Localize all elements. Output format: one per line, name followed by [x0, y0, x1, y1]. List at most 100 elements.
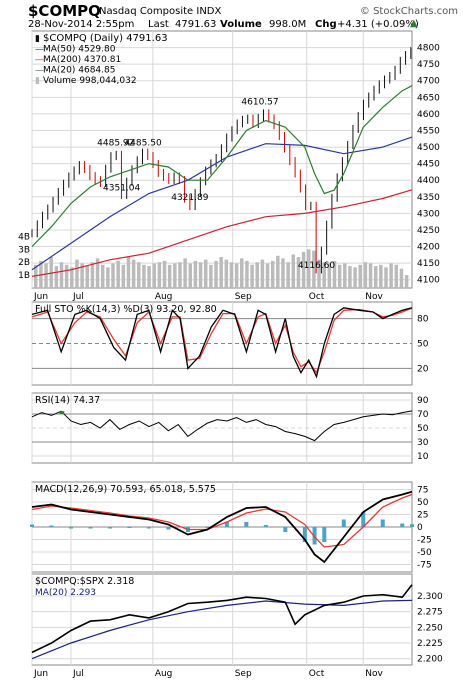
price-legend-label: Volume 998,044,032 — [43, 76, 137, 86]
price-annotation: 4116.60 — [298, 261, 335, 271]
volume-bar — [384, 267, 388, 288]
price-legend-label: MA(20) 4684.85 — [43, 66, 115, 76]
macd-signal-line — [31, 493, 413, 548]
macd-histogram-bar — [312, 527, 317, 545]
ratio-y-tick-label: 2.225 — [417, 639, 443, 649]
header-volume-label: Volume — [220, 19, 262, 30]
volume-bar — [198, 262, 203, 288]
macd-histogram-bar — [322, 527, 327, 542]
macd-histogram-bar — [341, 519, 346, 527]
volume-bar — [301, 251, 306, 288]
price-annotation: 4321.89 — [171, 193, 208, 203]
watermark: © StockCharts.com — [359, 6, 458, 17]
volume-bar — [178, 262, 182, 288]
macd-histogram-bar — [244, 522, 249, 527]
volume-bar — [106, 267, 110, 288]
ma20-line — [31, 85, 413, 247]
volume-bar — [224, 259, 229, 288]
macd-title: MACD(12,26,9) 70.593, 65.018, 5.575 — [35, 484, 216, 495]
volume-bar — [348, 266, 352, 288]
macd-histogram-bar — [166, 527, 171, 530]
volume-bar — [317, 259, 321, 288]
macd-tick-label: 50 — [417, 498, 429, 508]
volume-bar — [389, 263, 393, 288]
volume-bar — [157, 262, 162, 288]
header-name: Nasdaq Composite INDX — [99, 6, 222, 17]
volume-bar — [126, 257, 131, 288]
month-label: Jun — [33, 292, 48, 302]
macd-histogram-bar — [30, 524, 34, 527]
price-y-tick-label: 4650 — [417, 93, 440, 103]
volume-bar — [373, 266, 378, 288]
macd-histogram-bar — [263, 525, 268, 527]
month-label: Nov — [365, 669, 383, 679]
volume-bar — [343, 263, 347, 288]
macd-histogram-bar — [146, 527, 151, 529]
month-label: Jul — [72, 292, 84, 302]
sto-tick-label: 50 — [417, 340, 429, 350]
volume-bar — [142, 264, 146, 288]
ratio-y-tick-label: 2.275 — [417, 608, 443, 618]
volume-bar — [100, 264, 105, 288]
volume-bar — [394, 264, 399, 288]
volume-bar — [322, 262, 326, 288]
price-annotation: 4485.50 — [124, 139, 161, 149]
price-annotation: 4610.57 — [241, 97, 278, 107]
volume-bar — [85, 266, 90, 288]
header-volume-value: 998.0M — [269, 19, 307, 30]
price-y-tick-label: 4750 — [417, 60, 440, 70]
volume-bar — [327, 263, 332, 288]
volume-bar — [75, 259, 79, 288]
header-last-value: 4791.63 — [175, 19, 217, 30]
month-label: Oct — [309, 669, 325, 679]
header-chg-value: +4.31 (+0.09%) — [337, 19, 419, 30]
price-y-tick-label: 4250 — [417, 226, 440, 236]
volume-bar — [70, 267, 74, 288]
volume-bar — [291, 254, 296, 288]
volume-bar — [209, 264, 213, 288]
price-y-tick-label: 4550 — [417, 126, 440, 136]
volume-bar — [332, 260, 337, 288]
sto-d-line — [31, 307, 413, 374]
rsi-overbought-fill — [59, 411, 65, 414]
volume-bar — [203, 259, 208, 288]
sto-tick-label: 20 — [417, 364, 429, 374]
rsi-tick-label: 50 — [417, 424, 429, 434]
volume-bar — [121, 264, 126, 288]
volume-bar — [219, 257, 223, 288]
volume-bar — [358, 264, 362, 288]
price-y-tick-label: 4450 — [417, 160, 440, 170]
header-date: 28-Nov-2014 2:55pm — [28, 19, 135, 30]
price-legend-marker: ▮ — [35, 34, 40, 44]
month-label: Jul — [72, 669, 84, 679]
macd-tick-label: 75 — [417, 486, 428, 496]
volume-bar — [95, 258, 100, 288]
price-annotation: 4485.92 — [97, 139, 134, 149]
volume-bar — [183, 258, 187, 288]
rsi-title: RSI(14) 74.37 — [35, 395, 100, 406]
panel-frame-ratio — [31, 573, 413, 666]
volume-bar — [353, 267, 357, 288]
macd-histogram-bar — [380, 519, 385, 527]
volume-bar — [255, 262, 259, 288]
volume-bar — [64, 264, 69, 288]
volume-bar — [240, 258, 244, 288]
macd-histogram-bar — [127, 527, 132, 528]
sto-title: Full STO %K(14,3) %D(3) 93.20, 92.80 — [35, 304, 217, 315]
volume-bar — [162, 260, 167, 288]
macd-tick-label: 25 — [417, 511, 428, 521]
macd-histogram-bar — [361, 512, 366, 527]
volume-bar — [281, 258, 285, 288]
volume-bar — [49, 257, 53, 288]
header-symbol: $COMPQ — [28, 2, 101, 20]
volume-bar — [260, 259, 265, 288]
volume-bar — [44, 263, 48, 288]
volume-bar — [137, 262, 141, 288]
rsi-tick-label: 70 — [417, 410, 429, 420]
price-y-tick-label: 4150 — [417, 259, 440, 269]
volume-bar — [229, 262, 234, 288]
price-y-tick-label: 4400 — [417, 176, 440, 186]
volume-bar — [250, 264, 254, 288]
macd-histogram-bar — [107, 527, 112, 529]
macd-line — [31, 490, 413, 564]
